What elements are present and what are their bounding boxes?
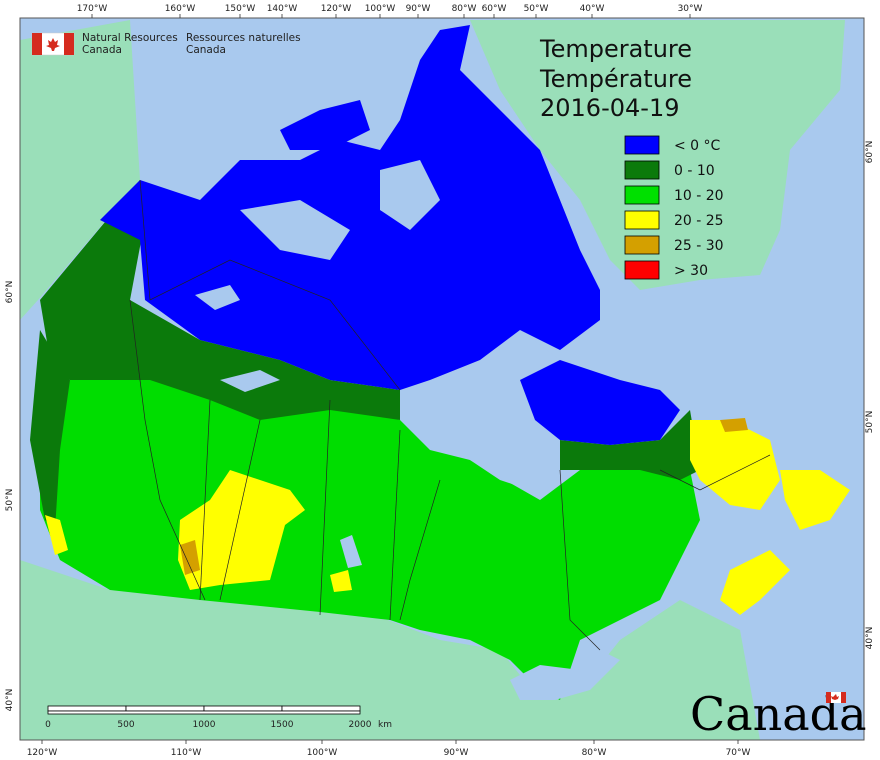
top-tick-label: 160°W (165, 4, 196, 14)
scale-bar: 0 500 1000 1500 2000 km (45, 705, 392, 730)
legend-label: > 30 (674, 263, 708, 279)
left-tick-label: 50°N (5, 489, 15, 512)
legend-label: 25 - 30 (674, 238, 724, 254)
legend-label: 20 - 25 (674, 213, 724, 229)
scale-label: 1500 (271, 720, 294, 730)
region-20-25-newfoundland (780, 470, 850, 530)
left-tick-label: 40°N (5, 689, 15, 712)
canada-wordmark: Canada (690, 687, 867, 741)
region-20-25-bc-coast (45, 515, 68, 555)
agency-block: Natural Resources Canada Ressources natu… (31, 32, 301, 56)
great-slave-lake (220, 370, 280, 392)
region-below-0-arctic-islands (240, 100, 370, 210)
region-10-20 (40, 380, 700, 700)
region-20-25-nova-scotia (720, 550, 790, 615)
top-tick-label: 90°W (406, 4, 431, 14)
legend-swatch (624, 260, 660, 280)
right-tick-label: 40°N (865, 627, 875, 650)
bottom-tick-label: 70°W (726, 748, 751, 758)
agency-fr-line1: Ressources naturelles (186, 32, 301, 44)
region-25-30-labrador (720, 418, 748, 432)
region-20-25-manitoba (330, 570, 352, 592)
agency-fr-line2: Canada (186, 44, 226, 56)
region-20-25-prairies (178, 470, 305, 590)
lake-winnipeg (340, 535, 362, 568)
bottom-tick-label: 120°W (27, 748, 58, 758)
region-0-10-quebec (560, 410, 700, 480)
alaska-land (20, 20, 140, 320)
top-tick-label: 30°W (678, 4, 703, 14)
legend-swatch (624, 210, 660, 230)
left-ticks: 60°N 50°N 40°N (5, 281, 15, 712)
region-below-0-quebec (520, 360, 680, 445)
right-ticks: 60°N 50°N 40°N (865, 141, 875, 650)
bottom-ticks: 120°W 110°W 100°W 90°W 80°W 70°W (27, 740, 751, 758)
bottom-tick-label: 100°W (307, 748, 338, 758)
region-25-30-prairies (180, 540, 200, 575)
provincial-boundaries (129, 179, 771, 651)
scale-label: 0 (45, 720, 51, 730)
arctic-channel (240, 160, 440, 260)
top-tick-label: 60°W (482, 4, 507, 14)
agency-en-line1: Natural Resources (82, 32, 178, 44)
legend-swatch (624, 235, 660, 255)
top-ticks: 170°W 160°W 150°W 140°W 120°W 100°W 90°W 80°W 60… (77, 4, 703, 18)
great-lakes (510, 650, 620, 700)
legend: < 0 °C 0 - 10 10 - 20 20 - 25 25 - 30 > 30 (624, 135, 724, 280)
region-0-10 (40, 180, 400, 420)
canada-flag-icon (31, 32, 75, 56)
top-tick-label: 170°W (77, 4, 108, 14)
left-tick-label: 60°N (5, 281, 15, 304)
bottom-tick-label: 110°W (171, 748, 202, 758)
scale-unit: km (378, 720, 392, 730)
agency-en-line2: Canada (82, 44, 122, 56)
top-tick-label: 140°W (267, 4, 298, 14)
legend-label: 0 - 10 (674, 163, 715, 179)
legend-label: 10 - 20 (674, 188, 724, 204)
bottom-tick-label: 80°W (582, 748, 607, 758)
legend-swatch (624, 135, 660, 155)
right-tick-label: 60°N (865, 141, 875, 164)
top-tick-label: 120°W (321, 4, 352, 14)
right-tick-label: 50°N (865, 411, 875, 434)
map-border (19, 17, 865, 741)
title-en: Temperature (539, 35, 692, 63)
title-fr: Température (539, 65, 692, 93)
hudson-bay (400, 330, 560, 490)
legend-swatch (624, 185, 660, 205)
top-tick-label: 40°W (580, 4, 605, 14)
scale-label: 1000 (193, 720, 216, 730)
region-20-25-maritimes (690, 420, 780, 510)
scale-label: 2000 (349, 720, 372, 730)
top-tick-label: 80°W (452, 4, 477, 14)
title-date: 2016-04-19 (540, 94, 679, 122)
great-bear-lake (195, 285, 240, 310)
top-tick-label: 50°W (524, 4, 549, 14)
top-tick-label: 150°W (225, 4, 256, 14)
wordmark-flag-icon (826, 692, 846, 703)
greenland-land (470, 20, 845, 290)
legend-label: < 0 °C (674, 138, 721, 154)
top-tick-label: 100°W (365, 4, 396, 14)
scale-label: 500 (117, 720, 134, 730)
bottom-tick-label: 90°W (444, 748, 469, 758)
region-0-10-bc (30, 330, 70, 530)
usa-land (20, 560, 760, 740)
legend-swatch (624, 160, 660, 180)
